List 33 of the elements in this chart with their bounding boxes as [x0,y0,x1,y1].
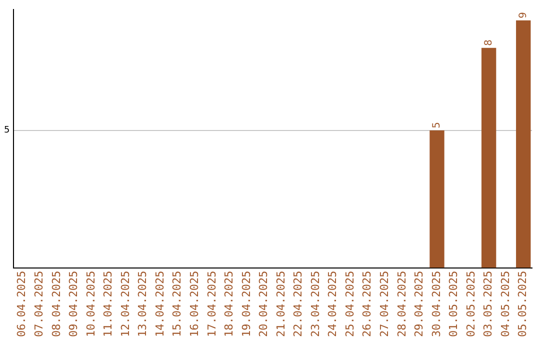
x-tick-label: 15.04.2025 [170,270,184,338]
x-tick-label: 18.04.2025 [222,270,236,338]
x-tick-label: 12.04.2025 [118,270,132,338]
x-tick-label: 28.04.2025 [395,270,408,338]
x-tick-label: 10.04.2025 [84,270,98,338]
data-label: 9 [518,12,529,18]
x-tick-label: 26.04.2025 [360,270,374,338]
x-tick-label: 16.04.2025 [188,270,201,338]
x-tick-label: 04.05.2025 [498,270,512,338]
x-tick-label: 03.05.2025 [482,270,495,338]
data-label: 8 [483,40,494,46]
x-tick-label: 06.04.2025 [15,270,28,338]
x-tick-label: 02.05.2025 [464,270,478,338]
x-tick-label: 23.04.2025 [308,270,322,338]
x-tick-label: 13.04.2025 [136,270,150,338]
x-tick-label: 30.04.2025 [430,270,443,338]
data-label: 5 [432,122,443,128]
x-tick-label: 29.04.2025 [412,270,426,338]
x-tick-label: 01.05.2025 [447,270,460,338]
x-tick-label: 25.04.2025 [343,270,356,338]
x-tick-label: 09.04.2025 [67,270,80,338]
x-tick-label: 22.04.2025 [292,270,305,338]
x-tick-label: 27.04.2025 [378,270,392,338]
x-tick-label: 07.04.2025 [32,270,46,338]
x-tick-label: 05.05.2025 [516,270,530,338]
x-tick-label: 11.04.2025 [102,270,115,338]
x-tick-label: 14.04.2025 [153,270,166,338]
x-tick-label: 19.04.2025 [240,270,253,338]
x-tick-label: 20.04.2025 [257,270,270,338]
x-tick-label: 17.04.2025 [205,270,218,338]
x-tick-label: 24.04.2025 [326,270,340,338]
x-tick-label: 08.04.2025 [50,270,63,338]
x-tick-label: 21.04.2025 [274,270,288,338]
